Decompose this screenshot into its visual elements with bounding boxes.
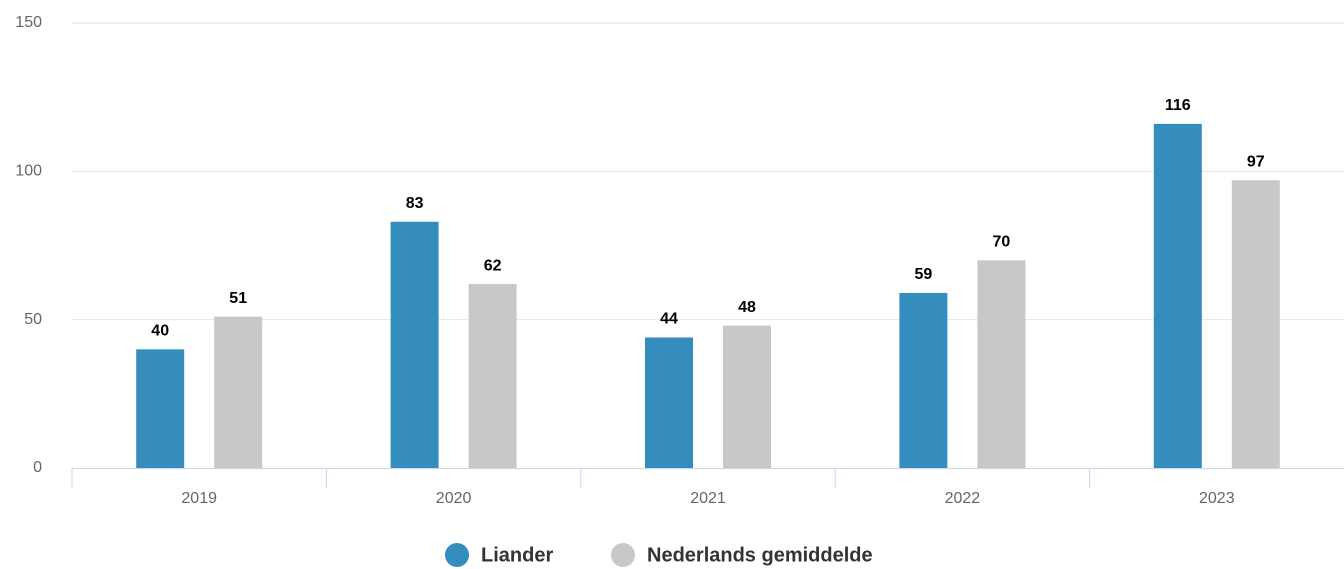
data-label: 62 [484, 257, 502, 274]
x-tick-label: 2020 [436, 490, 472, 507]
y-tick-label: 100 [15, 163, 42, 180]
data-label: 116 [1165, 97, 1191, 114]
x-tick-label: 2021 [690, 490, 726, 507]
y-tick-label: 50 [24, 311, 42, 328]
bar [468, 284, 517, 468]
data-label: 40 [151, 323, 169, 340]
data-label: 51 [229, 290, 247, 307]
data-label: 44 [660, 311, 678, 328]
y-tick-label: 0 [33, 459, 42, 476]
data-label: 97 [1247, 153, 1265, 170]
legend-marker [445, 543, 469, 567]
legend-label: Nederlands gemiddelde [647, 544, 873, 566]
bar [1153, 123, 1202, 468]
data-label: 48 [738, 299, 756, 316]
x-tick-label: 2023 [1199, 490, 1235, 507]
bar [214, 316, 263, 468]
bar [899, 292, 948, 468]
bar [136, 349, 185, 468]
data-label: 70 [993, 234, 1011, 251]
bar [390, 221, 439, 468]
bar [645, 337, 693, 468]
legend-label: Liander [481, 544, 553, 566]
x-tick-label: 2019 [181, 490, 217, 507]
x-tick-label: 2022 [945, 490, 981, 507]
y-tick-label: 150 [15, 14, 42, 31]
bar [977, 260, 1026, 468]
bar [723, 325, 771, 468]
data-label: 59 [915, 266, 933, 283]
legend-marker [611, 543, 635, 567]
bar [1231, 180, 1280, 468]
data-label: 83 [406, 195, 424, 212]
